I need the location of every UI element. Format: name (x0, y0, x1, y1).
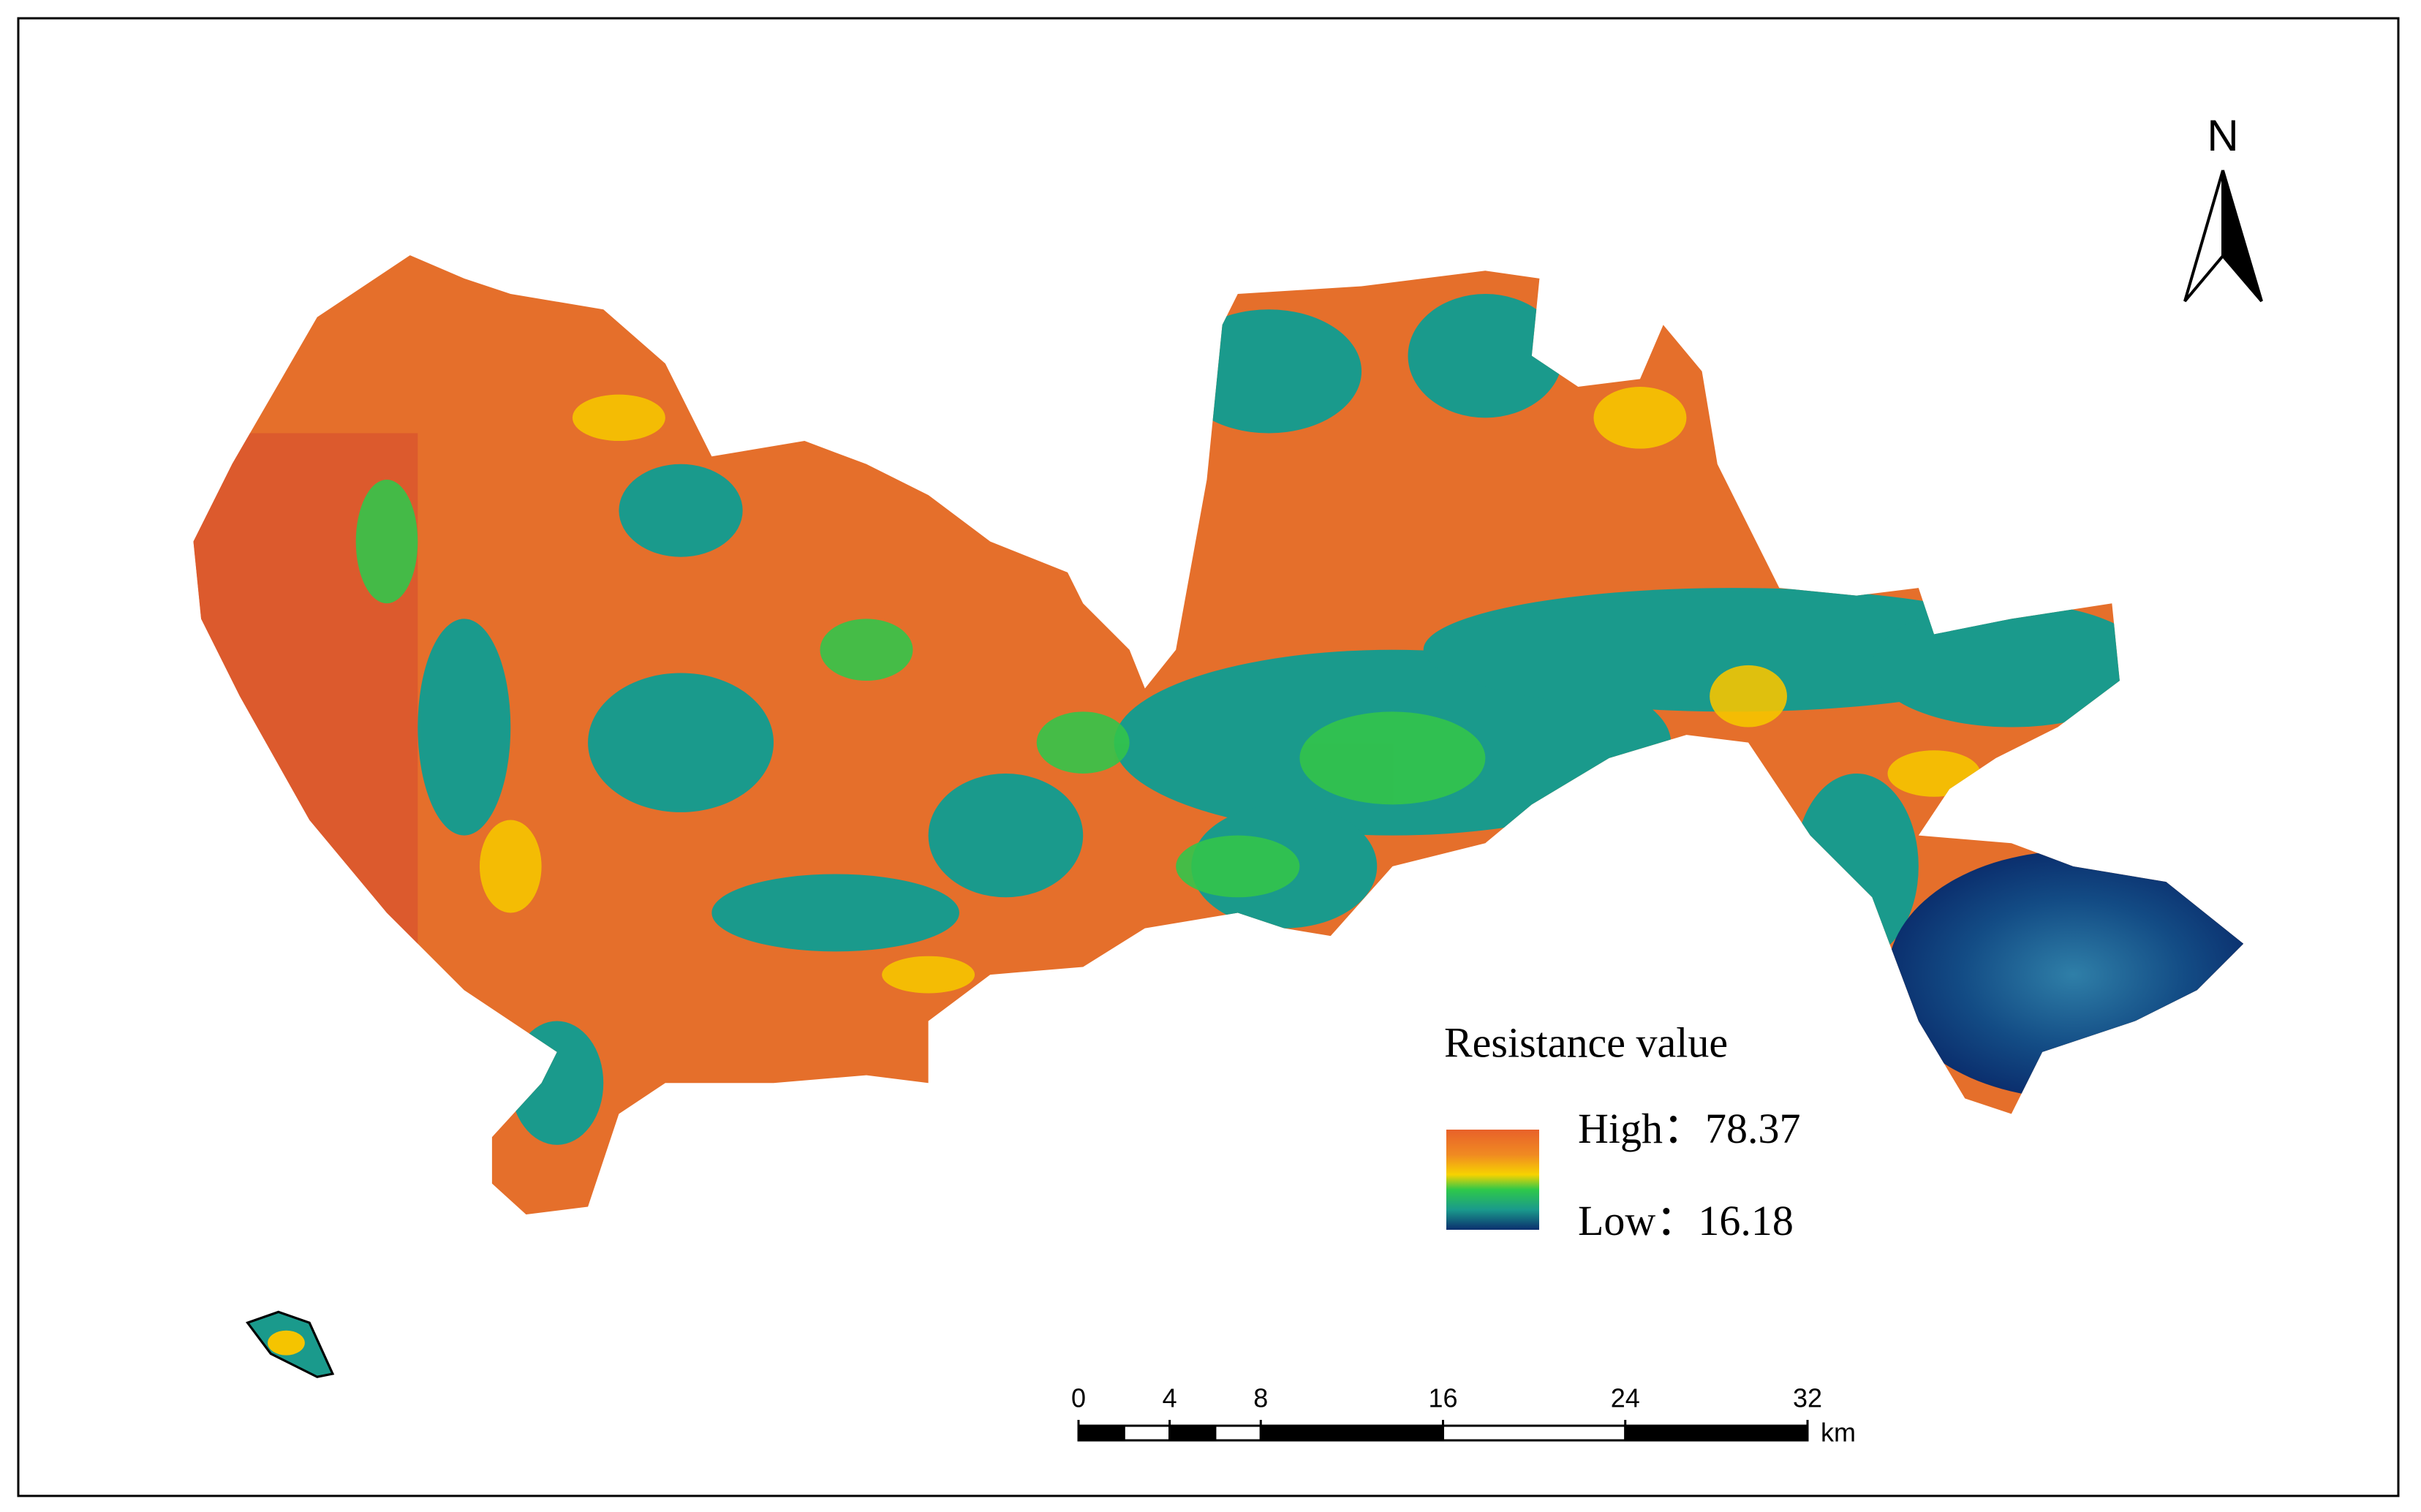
scale-tick-label: 24 (1611, 1383, 1640, 1413)
frame (17, 17, 2400, 1497)
scale-segment (1624, 1424, 1809, 1442)
scale-segment (1214, 1424, 1262, 1442)
legend-high-value: 78.37 (1705, 1105, 1801, 1152)
scale-tick-label: 32 (1793, 1383, 1822, 1413)
scale-segment (1442, 1424, 1627, 1442)
legend-high: High：78.37 (1578, 1105, 1801, 1152)
scale-bar: km 0 4 8 16 24 32 (1071, 1383, 1856, 1448)
resistance-map (193, 255, 2244, 1378)
north-label: N (2207, 111, 2238, 160)
scale-tick-label: 4 (1163, 1383, 1177, 1413)
legend-low-label: Low： (1578, 1197, 1698, 1244)
legend-title: Resistance value (1444, 1018, 1728, 1066)
north-arrow: N (2183, 111, 2263, 303)
scale-tick-label: 16 (1428, 1383, 1457, 1413)
legend-ramp (1446, 1130, 1539, 1230)
legend-high-label: High： (1578, 1105, 1705, 1152)
scale-segment (1168, 1424, 1217, 1442)
scale-tick-label: 0 (1071, 1383, 1086, 1413)
scale-segment (1122, 1424, 1171, 1442)
legend-low: Low：16.18 (1578, 1197, 1794, 1244)
legend: Resistance value High：78.37 Low：16.18 (1444, 1018, 1801, 1244)
scale-unit: km (1821, 1418, 1856, 1448)
legend-low-value: 16.18 (1698, 1197, 1794, 1244)
scale-segment (1077, 1424, 1125, 1442)
scale-tick-label: 8 (1253, 1383, 1268, 1413)
scale-segment (1259, 1424, 1444, 1442)
